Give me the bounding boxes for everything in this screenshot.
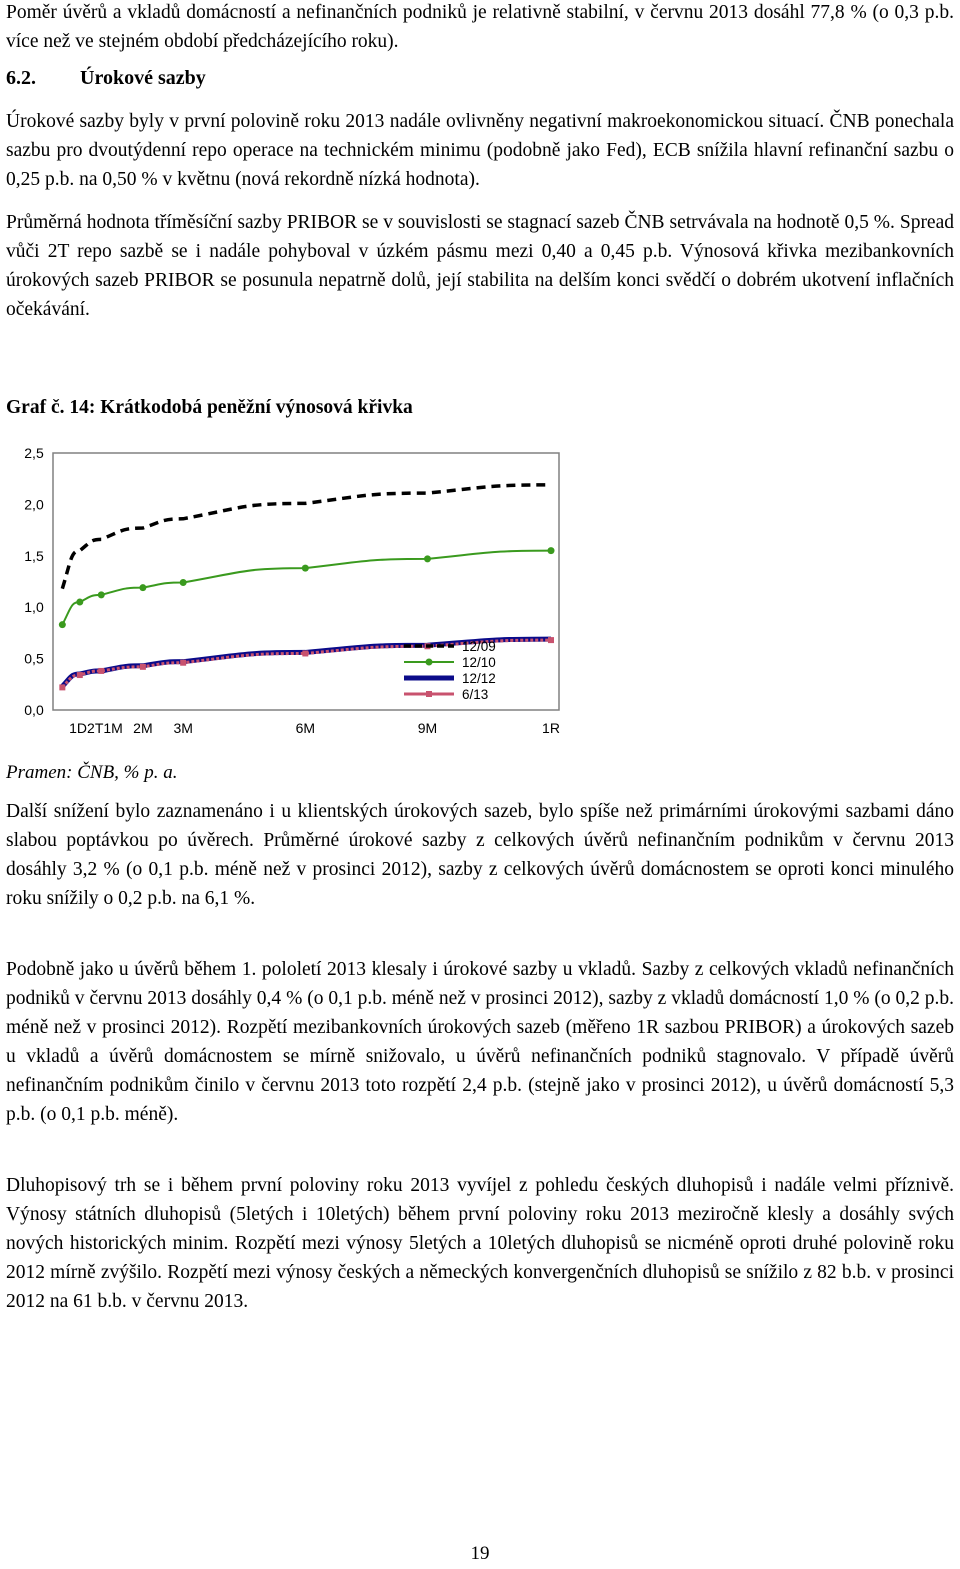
- data-point-6-13: [548, 637, 554, 644]
- x-tick-label: 2M: [133, 720, 152, 736]
- x-tick-label-group: 1D2T1M: [69, 720, 123, 736]
- x-tick-label: 9M: [418, 720, 437, 736]
- x-tick-label: 2T: [87, 720, 104, 736]
- legend-label: 12/12: [462, 671, 496, 686]
- section-number: 6.2.: [6, 67, 36, 89]
- data-point-12-10: [58, 621, 66, 629]
- legend-marker: [425, 658, 433, 666]
- paragraph-bond-market: Dluhopisový trh se i během první polovin…: [6, 1175, 954, 1312]
- data-point-12-10: [423, 555, 431, 563]
- x-tick-label: 1M: [103, 720, 122, 736]
- y-tick-label: 1,0: [24, 599, 44, 615]
- intro-paragraph: Poměr úvěrů a vkladů domácností a nefina…: [6, 2, 954, 52]
- legend-entry: 12/12: [404, 671, 496, 686]
- yield-curve-chart: 0,0 0,5 1,0 1,5 2,0 2,5 1D2T1M 2M 3M 6M 9M 1R 12/0…: [24, 445, 560, 736]
- y-tick-label: 1,5: [24, 548, 44, 564]
- y-tick-label: 0,0: [24, 702, 44, 718]
- y-tick-label: 2,5: [24, 445, 44, 461]
- chart-source: Pramen: ČNB, % p. a.: [6, 762, 178, 783]
- y-tick-label: 0,5: [24, 651, 44, 667]
- legend-marker: [426, 691, 432, 697]
- data-point-6-13: [76, 672, 83, 679]
- data-point-12-10: [76, 598, 84, 606]
- y-tick-label: 2,0: [24, 496, 44, 512]
- data-point-12-10: [301, 564, 309, 572]
- data-point-6-13: [98, 667, 105, 674]
- section-title: Úrokové sazby: [80, 67, 206, 89]
- page-number: 19: [470, 1543, 490, 1564]
- x-tick-label: 3M: [173, 720, 192, 736]
- paragraph-pribor: Průměrná hodnota tříměsíční sazby PRIBOR…: [6, 212, 954, 320]
- legend-label: 12/10: [462, 655, 496, 670]
- data-point-12-10: [179, 579, 187, 587]
- x-tick-label: 6M: [296, 720, 315, 736]
- x-tick-label: 1R: [542, 720, 560, 736]
- legend-label: 12/09: [462, 639, 496, 654]
- data-point-6-13: [59, 684, 66, 691]
- legend-entry: 12/09: [404, 639, 496, 654]
- data-point-12-10: [97, 591, 105, 599]
- graph-caption: Graf č. 14: Krátkodobá peněžní výnosová …: [6, 397, 413, 418]
- paragraph-rates-intro: Úrokové sazby byly v první polovině roku…: [6, 111, 954, 190]
- x-tick-label: 1D: [69, 720, 87, 736]
- series-line-12-09: [60, 483, 552, 590]
- legend-entry: 6/13: [404, 687, 488, 702]
- data-point-6-13: [139, 663, 146, 670]
- data-point-12-10: [139, 584, 147, 592]
- section-heading: 6.2. Úrokové sazby: [6, 67, 206, 90]
- legend-label: 6/13: [462, 687, 488, 702]
- paragraph-client-rates: Další snížení bylo zaznamenáno i u klien…: [6, 801, 954, 909]
- legend-entry: 12/10: [404, 655, 496, 670]
- data-point-6-13: [302, 650, 309, 657]
- data-point-12-10: [547, 547, 555, 555]
- data-point-6-13: [180, 659, 187, 666]
- paragraph-deposit-rates: Podobně jako u úvěrů během 1. pololetí 2…: [6, 959, 954, 1125]
